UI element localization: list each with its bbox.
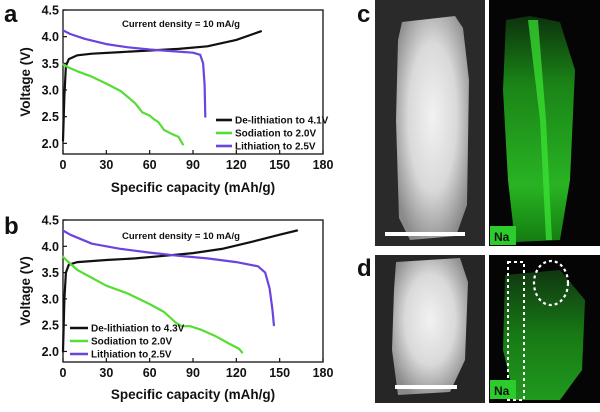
scale-bar-d: [395, 385, 457, 389]
panel-letter-c: c: [357, 1, 370, 28]
legend-label-delithiation: De-lithiation to 4.1V: [235, 116, 329, 127]
y-tick-label: 4.5: [42, 214, 59, 228]
series-line-delithiation: [61, 229, 299, 353]
series-line-sodiation: [61, 255, 244, 354]
plot-lines-a: [61, 29, 262, 146]
micrograph-column-divider: [485, 0, 489, 412]
legend-label-sodiation: Sodiation to 2.0V: [235, 129, 316, 140]
series-line-lithiation: [61, 29, 207, 118]
y-tick-label: 3.5: [42, 57, 59, 71]
micrograph-row-divider: [375, 246, 600, 255]
axis-ticks-b: 0 30 60 90 120 150 180 2.0 2.5 3.0 3.5 4.0 4.5: [42, 214, 334, 381]
y-tick-label: 2.0: [42, 137, 59, 151]
x-tick-label: 60: [143, 366, 157, 380]
panel-c: c Na: [357, 0, 600, 246]
series-line-delithiation: [61, 30, 262, 142]
x-tick-label: 150: [269, 158, 290, 172]
x-tick-label: 90: [186, 366, 200, 380]
y-axis-label-b: Voltage (V): [18, 256, 33, 326]
x-tick-label: 30: [99, 366, 113, 380]
axis-ticks-a: 0 30 60 90 120 150 180 2.0 2.5 3.0 3.5 4.0 4.5: [42, 4, 334, 173]
panel-b: b 0 30 60 90 120 150 180 2.0 2.5 3.0 3.5 4.0 4.5 Cur…: [4, 213, 333, 402]
element-tag-c: Na: [494, 230, 510, 244]
y-tick-label: 3.0: [42, 292, 59, 306]
y-tick-label: 4.0: [42, 30, 59, 44]
legend-a: De-lithiation to 4.1V Sodiation to 2.0V Li…: [216, 116, 329, 153]
panel-letter-b: b: [4, 213, 19, 240]
na-streak-c: [528, 20, 552, 240]
panel-letter-d: d: [357, 255, 372, 282]
x-tick-label: 150: [269, 366, 290, 380]
x-tick-label: 180: [313, 158, 334, 172]
element-tag-d: Na: [494, 384, 510, 398]
x-tick-label: 90: [186, 158, 200, 172]
legend-label-delithiation: De-lithiation to 4.3V: [91, 324, 185, 335]
y-tick-label: 2.0: [42, 345, 59, 359]
legend-b: De-lithiation to 4.3V Sodiation to 2.0V Li…: [70, 324, 185, 361]
element-tag-box-d: [490, 380, 516, 399]
y-axis-label-a: Voltage (V): [18, 47, 33, 117]
na-signal-c: [503, 16, 575, 242]
x-tick-label: 180: [313, 366, 334, 380]
legend-label-lithiation: Lithiation to 2.5V: [235, 142, 316, 153]
y-tick-label: 2.5: [42, 110, 59, 124]
legend-label-lithiation: Lithiation to 2.5V: [91, 350, 172, 361]
panel-letter-a: a: [4, 1, 18, 28]
scale-bar-c: [385, 232, 465, 236]
y-tick-label: 3.0: [42, 84, 59, 98]
annotation-current-density-b: Current density = 10 mA/g: [122, 231, 240, 242]
plot-lines-b: [61, 229, 299, 354]
highlight-ellipse-d: [532, 259, 570, 307]
y-tick-label: 3.5: [42, 266, 59, 280]
x-tick-label: 120: [226, 366, 247, 380]
legend-label-sodiation: Sodiation to 2.0V: [91, 337, 172, 348]
x-tick-label: 30: [99, 158, 113, 172]
y-tick-label: 4.5: [42, 4, 59, 18]
panel-d: d Na: [357, 255, 600, 403]
sem-particle-d: [392, 258, 468, 395]
sem-particle-c: [396, 16, 469, 240]
x-axis-label-b: Specific capacity (mAh/g): [111, 387, 275, 402]
x-tick-label: 0: [60, 366, 67, 380]
x-tick-label: 0: [60, 158, 67, 172]
series-line-lithiation: [61, 229, 275, 327]
x-tick-label: 120: [226, 158, 247, 172]
annotation-current-density-a: Current density = 10 mA/g: [122, 19, 240, 30]
highlight-rect-d: [507, 261, 525, 401]
series-line-sodiation: [61, 63, 184, 146]
y-tick-label: 2.5: [42, 319, 59, 333]
y-tick-label: 4.0: [42, 240, 59, 254]
x-tick-label: 60: [143, 158, 157, 172]
element-tag-box-c: [490, 226, 516, 245]
panel-a: a 0 30 60 90 120 150 180 2.0 2.5 3.0 3.5 4.0 4.5 Cur…: [4, 1, 333, 195]
x-axis-label-a: Specific capacity (mAh/g): [111, 180, 275, 195]
